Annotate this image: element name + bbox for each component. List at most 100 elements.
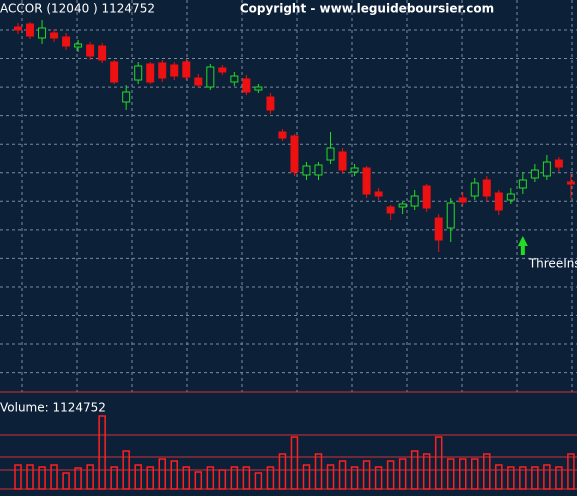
candle-body — [182, 61, 191, 78]
volume-bar — [278, 453, 287, 490]
candle-body — [350, 167, 359, 173]
candle-body — [110, 61, 119, 83]
candle-body — [506, 193, 515, 201]
copyright: Copyright - www.leguideboursier.com — [240, 2, 494, 16]
volume-bar — [170, 460, 179, 490]
candle-body — [482, 179, 491, 197]
volume-bar — [519, 466, 527, 490]
volume-label: Volume: 1124752 — [0, 401, 106, 415]
candle-body — [194, 77, 203, 86]
candle-body — [410, 195, 419, 207]
volume-bar — [134, 464, 142, 490]
volume-bar — [446, 458, 455, 490]
volume-bar — [230, 466, 239, 490]
candle-body — [278, 131, 287, 139]
volume-bar — [471, 458, 479, 490]
candle-body — [122, 91, 131, 103]
candle-body — [14, 26, 22, 31]
candle-body — [170, 64, 179, 77]
candle-body — [518, 179, 527, 189]
candle-body — [494, 192, 503, 211]
candle-body — [362, 167, 371, 195]
candle-body — [530, 169, 539, 179]
candle-body — [230, 75, 239, 83]
candle-body — [134, 65, 143, 81]
candle-body — [398, 203, 407, 208]
candle-body — [26, 23, 35, 37]
volume-bar — [531, 466, 539, 490]
volume-bar — [122, 450, 130, 490]
volume-bar — [14, 464, 22, 490]
volume-bar — [458, 458, 467, 490]
candle-body — [146, 63, 155, 83]
candle-body — [470, 182, 479, 197]
volume-bar — [338, 460, 347, 490]
volume-bar — [26, 464, 34, 490]
candle-body — [86, 44, 95, 57]
volume-bar — [50, 464, 58, 490]
volume-bar — [495, 464, 503, 490]
volume-bar — [398, 458, 407, 490]
candle-body — [374, 191, 383, 197]
candle-body — [38, 27, 47, 39]
volume-bar — [350, 466, 359, 490]
volume-bar — [326, 464, 335, 490]
candle-body — [302, 165, 311, 176]
candle-body — [158, 62, 167, 79]
candle-body — [446, 202, 455, 229]
volume-bar — [410, 450, 419, 490]
chart-title: ACCOR (12040 ) 1124752 — [0, 2, 155, 16]
volume-bar — [62, 472, 70, 490]
volume-bar — [266, 466, 275, 490]
volume-bar — [254, 472, 263, 490]
volume-bar — [483, 453, 491, 490]
candle-body — [206, 66, 215, 88]
volume-bar — [242, 466, 251, 490]
volume-bar — [386, 460, 395, 490]
volume-bar — [422, 453, 431, 490]
volume-bar — [374, 466, 383, 490]
volume-bar — [434, 436, 443, 490]
grid — [0, 0, 577, 392]
candle-body — [422, 185, 431, 209]
candle-body — [266, 96, 275, 111]
annotation-text: ThreeIns — [528, 257, 577, 271]
volume-bar — [74, 467, 82, 490]
volume-bar — [302, 464, 311, 490]
candle-body — [50, 32, 59, 39]
candle-body — [62, 36, 71, 47]
volume-bar — [194, 471, 203, 490]
volume-bar — [158, 458, 166, 490]
candle-body — [290, 135, 299, 173]
volume-bar — [567, 453, 575, 490]
volume-bar — [507, 466, 515, 490]
candle-body — [386, 206, 395, 214]
volume-bar — [146, 466, 154, 490]
volume-bar — [86, 464, 94, 490]
volume-bar — [218, 469, 227, 490]
volume-bar — [182, 466, 191, 490]
candle-body — [314, 164, 323, 176]
candle-body — [434, 217, 443, 241]
candle-body — [98, 45, 107, 61]
volume-bar — [543, 464, 551, 490]
volume-bar — [38, 466, 46, 490]
volume-bar — [110, 466, 118, 490]
volume-bar — [290, 436, 299, 490]
candle-body — [338, 151, 347, 171]
volume-bar — [362, 460, 371, 490]
volume-bar — [555, 466, 563, 490]
candle-body — [542, 161, 551, 177]
candle-body — [218, 67, 227, 73]
candle-body — [242, 78, 251, 93]
candle-body — [326, 147, 335, 161]
candle-body — [554, 159, 563, 168]
candle-body — [254, 86, 263, 91]
volume-bar — [98, 415, 106, 490]
annotation-arrow — [517, 236, 528, 255]
volume-bar — [314, 453, 323, 490]
candle-body — [458, 197, 467, 203]
volume-bar — [206, 466, 215, 490]
